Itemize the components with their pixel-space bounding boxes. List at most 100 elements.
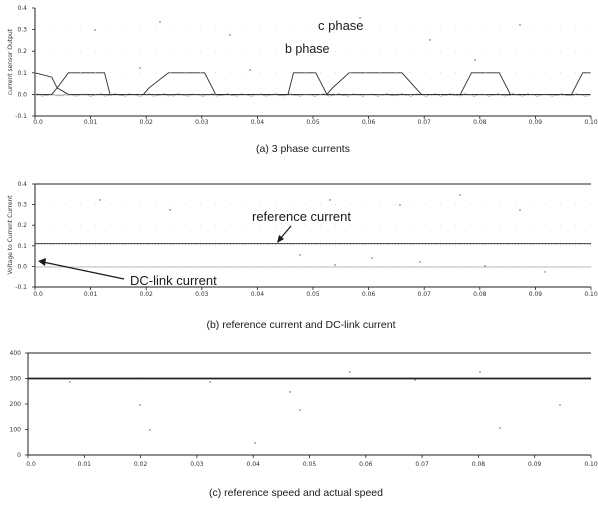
speckle-dot	[169, 209, 171, 211]
speckle-dot	[94, 29, 96, 31]
panel-b-caption: (b) reference current and DC-link curren…	[206, 319, 395, 331]
panel-a-caption: (a) 3 phase currents	[256, 143, 350, 155]
panel-a-x-tick-label: 0.04	[251, 119, 265, 126]
panel-a-x-tick-label: 0.0	[33, 119, 43, 126]
panel-b-x-tick-label: 0.06	[362, 291, 376, 298]
speckle-dot	[399, 204, 401, 206]
panel-b-y-tick-label: 0.3	[17, 202, 27, 209]
series-c-phase	[34, 72, 591, 95]
speckle-dot	[484, 265, 486, 267]
panel-c-x-tick-label: 0.05	[303, 461, 317, 468]
speckle-dot	[69, 381, 71, 383]
speckle-dot	[519, 24, 521, 26]
speckle-dot	[429, 39, 431, 41]
speckle-dot	[139, 404, 141, 406]
panel-c-x-tick-label: 0.08	[472, 461, 486, 468]
annotation-dc-link-current: DC-link current	[130, 273, 217, 288]
panel-a-x-tick-label: 0.09	[529, 119, 543, 126]
speckle-dot	[209, 381, 211, 383]
speckle-dot	[139, 67, 141, 69]
panel-b-y-tick-label: 0.2	[17, 222, 27, 229]
panel-b-x-tick-label: 0.02	[140, 291, 154, 298]
speckle-dot	[249, 69, 251, 71]
panel-b-plot	[35, 204, 591, 267]
speckle-dot	[229, 34, 231, 36]
annotation-b-phase: b phase	[285, 42, 330, 56]
speckle-dot	[359, 17, 361, 19]
panel-b-x-tick-label: 0.01	[84, 291, 98, 298]
panel-c-y-tick-label: 400	[10, 350, 22, 357]
panel-b-x-tick-label: 0.07	[418, 291, 432, 298]
speckle-dot	[519, 209, 521, 211]
panel-a-three-phase-currents: current sensor Output -0.1 0.0 0.1 0.2 0.3 0.…	[7, 5, 598, 155]
annotation-c-phase: c phase	[318, 18, 364, 33]
speckle-dot	[499, 427, 501, 429]
speckle-dot	[99, 199, 101, 201]
panel-a-y-tick-label: 0.3	[17, 27, 27, 34]
panel-a-x-tick-label: 0.10	[584, 119, 598, 126]
panel-c-x-tick-label: 0.09	[528, 461, 542, 468]
panel-c-y-ticks: 0 100 200 300 400	[10, 350, 28, 459]
annotation-reference-current: reference current	[252, 209, 351, 224]
panel-b-y-tick-label: -0.1	[15, 284, 27, 291]
panel-c-x-tick-label: 0.02	[134, 461, 148, 468]
panel-c-caption: (c) reference speed and actual speed	[209, 487, 383, 499]
panel-c-y-tick-label: 300	[10, 376, 22, 383]
panel-c-x-tick-label: 0.06	[359, 461, 373, 468]
panel-a-plot	[34, 29, 591, 98]
panel-a-x-ticks: 0.0 0.01 0.02 0.03 0.04 0.05 0.06 0.07 0.08 0.09 0…	[33, 116, 598, 126]
panel-b-x-tick-label: 0.0	[33, 291, 43, 298]
panel-b-reference-and-dc-link-current: Voltage to Current Current -0.1 0.0 0.1 0.2…	[7, 181, 598, 331]
panel-b-y-ticks: -0.1 0.0 0.1 0.2 0.3 0.4	[15, 181, 35, 291]
speckle-dot	[414, 379, 416, 381]
dc-link-current-arrow	[42, 261, 125, 280]
panel-c-x-ticks: 0.0 0.01 0.02 0.03 0.04 0.05 0.06 0.07 0.08 0.09 0…	[26, 455, 598, 468]
panel-a-x-tick-label: 0.02	[140, 119, 154, 126]
panel-a-x-tick-label: 0.07	[418, 119, 432, 126]
panel-b-y-tick-label: 0.1	[17, 243, 27, 250]
speckle-dot	[371, 257, 373, 259]
panel-c-y-tick-label: 0	[17, 452, 21, 459]
speckle-dot	[559, 404, 561, 406]
panel-b-y-tick-label: 0.0	[17, 263, 27, 270]
panel-a-y-tick-label: 0.0	[17, 91, 27, 98]
panel-c-y-tick-label: 100	[10, 427, 22, 434]
speckle-dot	[159, 21, 161, 23]
panel-a-x-tick-label: 0.08	[473, 119, 487, 126]
panel-a-x-tick-label: 0.01	[84, 119, 98, 126]
speckle-dot	[139, 377, 141, 379]
panel-b-x-ticks: 0.0 0.01 0.02 0.03 0.04 0.05 0.06 0.07 0.08 0.09 0…	[33, 287, 598, 298]
speckle-dot	[334, 264, 336, 266]
panel-c-x-tick-label: 0.04	[247, 461, 261, 468]
panel-a-y-tick-label: 0.2	[17, 48, 27, 55]
speckle-dot	[544, 271, 546, 273]
panel-b-x-tick-label: 0.04	[251, 291, 265, 298]
reference-current-arrow	[279, 225, 292, 240]
panel-b-x-tick-label: 0.09	[529, 291, 543, 298]
speckle-dot	[299, 409, 301, 411]
panel-b-x-tick-label: 0.08	[473, 291, 487, 298]
panel-a-y-axis-label: current sensor Output	[7, 28, 14, 95]
panel-a-x-tick-label: 0.06	[362, 119, 376, 126]
panel-c-x-tick-label: 0.10	[584, 461, 598, 468]
panel-c-x-tick-label: 0.03	[190, 461, 204, 468]
speckle-dot	[474, 59, 476, 61]
speckle-dot	[349, 371, 351, 373]
speckle-dot	[459, 194, 461, 196]
speckle-dot	[479, 371, 481, 373]
dc-link-current-arrowhead	[38, 258, 46, 266]
panel-c-y-tick-label: 200	[10, 401, 22, 408]
speckle-dot	[289, 391, 291, 393]
panel-b-y-axis-label: Voltage to Current Current	[7, 195, 14, 275]
speckle-dot	[254, 442, 256, 444]
panel-b-x-tick-label: 0.10	[584, 291, 598, 298]
speckle-dot	[419, 261, 421, 263]
panel-a-y-ticks: -0.1 0.0 0.1 0.2 0.3 0.4	[15, 5, 35, 120]
panel-b-x-tick-label: 0.05	[306, 291, 320, 298]
speckle-dot	[299, 254, 301, 256]
panel-a-x-tick-label: 0.05	[306, 119, 320, 126]
scan-noise	[69, 17, 561, 444]
panel-a-y-tick-label: 0.1	[17, 70, 27, 77]
